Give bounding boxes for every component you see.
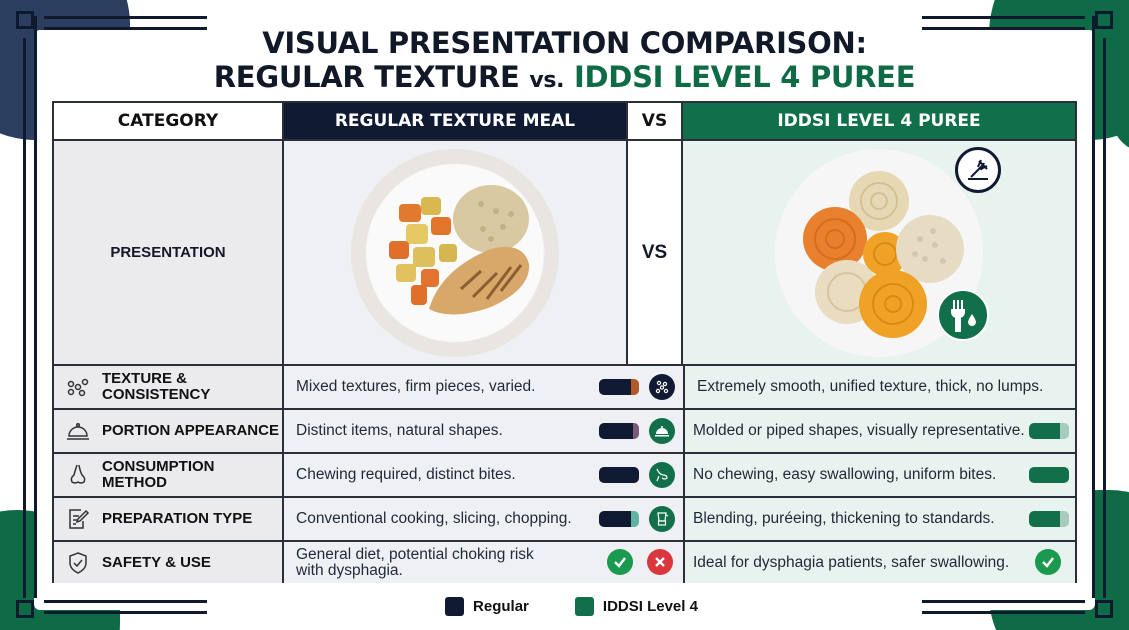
iddsi-meal-image	[775, 146, 1001, 357]
page-title: VISUAL PRESENTATION COMPARISON: REGULAR …	[0, 26, 1129, 98]
header-vs: VS	[628, 103, 683, 139]
iddsi-description: Extremely smooth, unified texture, thick…	[697, 378, 1044, 395]
chewing-circle-icon	[649, 462, 675, 488]
title-line-2: REGULAR TEXTURE vs. IDDSI LEVEL 4 PUREE	[0, 60, 1129, 98]
document-edit-icon	[69, 509, 90, 529]
category-label: CONSUMPTION METHOD	[102, 458, 215, 491]
header-regular: REGULAR TEXTURE MEAL	[284, 103, 628, 139]
legend-label: Regular	[473, 598, 529, 615]
regular-indicator-bar	[599, 379, 639, 395]
table-row: TEXTURE & CONSISTENCY Mixed textures, fi…	[54, 366, 1075, 410]
category-label: TEXTURE & CONSISTENCY	[102, 370, 211, 403]
legend-swatch-regular	[445, 597, 465, 616]
category-label: PORTION APPEARANCE	[102, 422, 279, 439]
regular-description: Mixed textures, firm pieces, varied.	[296, 378, 536, 395]
title-iddsi: IDDSI LEVEL 4 PUREE	[574, 60, 916, 94]
iddsi-indicator-bar	[1029, 467, 1069, 483]
table-row: PREPARATION TYPE Conventional cooking, s…	[54, 498, 1075, 542]
regular-description: General diet, potential choking risk wit…	[296, 545, 534, 579]
table-row: PORTION APPEARANCE Distinct items, natur…	[54, 410, 1075, 454]
legend-item-iddsi: IDDSI Level 4	[574, 597, 698, 616]
regular-meal-image	[351, 148, 559, 357]
table-row: SAFETY & USE General diet, potential cho…	[54, 542, 1075, 583]
legend: Regular IDDSI Level 4	[0, 597, 1129, 616]
fork-drop-icon	[937, 288, 989, 341]
check-icon	[1035, 549, 1061, 575]
iddsi-description: Blending, puréeing, thickening to standa…	[693, 510, 995, 527]
regular-meal-food	[389, 184, 530, 315]
dots-circle-icon	[649, 374, 675, 400]
cloche-icon	[67, 422, 89, 440]
no-fork-icon	[955, 146, 1001, 193]
iddsi-description: Ideal for dysphagia patients, safer swal…	[693, 553, 1010, 571]
cloche-circle-icon	[649, 418, 675, 444]
table-row: CONSUMPTION METHOD Chewing required, dis…	[54, 454, 1075, 498]
presentation-label: PRESENTATION	[54, 141, 284, 364]
regular-indicator-bar	[599, 511, 639, 527]
dots-icon	[67, 378, 89, 397]
regular-indicator-bar	[599, 467, 639, 483]
check-icon	[607, 549, 633, 575]
title-line-1: VISUAL PRESENTATION COMPARISON:	[262, 26, 867, 60]
table-header-row: CATEGORY REGULAR TEXTURE MEAL VS IDDSI L…	[54, 103, 1075, 141]
shield-check-icon	[69, 551, 87, 574]
iddsi-indicator-bar	[1029, 423, 1069, 439]
regular-plate-cell	[284, 141, 628, 364]
iddsi-description: Molded or piped shapes, visually represe…	[693, 422, 1025, 439]
legend-swatch-iddsi	[574, 597, 594, 616]
presentation-row: PRESENTATION	[54, 141, 1075, 366]
nose-icon	[70, 464, 86, 484]
comparison-table: CATEGORY REGULAR TEXTURE MEAL VS IDDSI L…	[52, 101, 1077, 583]
header-category: CATEGORY	[54, 103, 284, 139]
decorative-blob-right	[1109, 60, 1129, 150]
regular-description: Distinct items, natural shapes.	[296, 422, 503, 439]
blender-circle-icon	[649, 506, 675, 532]
iddsi-meal-food	[803, 170, 964, 338]
category-label: PREPARATION TYPE	[102, 510, 253, 527]
presentation-vs: VS	[628, 141, 683, 364]
iddsi-description: No chewing, easy swallowing, uniform bit…	[693, 466, 997, 483]
regular-description: Conventional cooking, slicing, chopping.	[296, 510, 572, 527]
iddsi-indicator-bar	[1029, 511, 1069, 527]
regular-indicator-bar	[599, 423, 639, 439]
cross-icon	[647, 549, 673, 575]
title-vs: vs.	[529, 68, 565, 93]
category-label: SAFETY & USE	[102, 553, 211, 571]
legend-item-regular: Regular	[445, 597, 529, 616]
header-iddsi: IDDSI LEVEL 4 PUREE	[683, 103, 1075, 139]
regular-description: Chewing required, distinct bites.	[296, 466, 516, 483]
legend-label: IDDSI Level 4	[602, 598, 698, 615]
iddsi-plate-cell	[683, 141, 1075, 364]
title-regular: REGULAR TEXTURE	[213, 60, 520, 94]
